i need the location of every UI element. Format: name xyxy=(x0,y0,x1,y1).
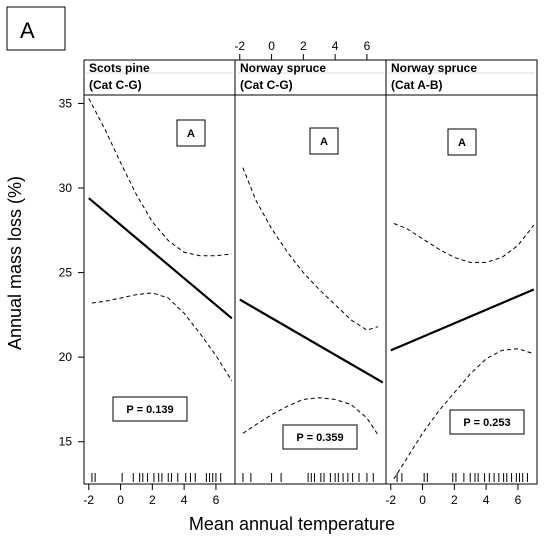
x-tick-label: 0 xyxy=(117,493,124,507)
x-tick-label: 0 xyxy=(419,493,426,507)
lower-confidence-line xyxy=(393,348,534,480)
x-axis-title: Mean annual temperature xyxy=(189,514,395,534)
x-tick-label: 6 xyxy=(515,493,522,507)
x-tick-label: 2 xyxy=(451,493,458,507)
y-tick-label: 25 xyxy=(59,266,73,280)
x-tick-label: 4 xyxy=(181,493,188,507)
x-tick-label: 4 xyxy=(332,39,339,53)
x-tick-label: -2 xyxy=(385,493,396,507)
lower-confidence-line xyxy=(91,292,233,382)
panel-plot-frame xyxy=(385,94,538,485)
p-value-box xyxy=(282,424,358,450)
lower-confidence-line xyxy=(242,397,379,436)
y-tick-label: 35 xyxy=(59,96,73,110)
group-label: A xyxy=(187,128,195,140)
fitted-line xyxy=(239,298,384,384)
x-tick-label: 6 xyxy=(364,39,371,53)
upper-confidence-line xyxy=(242,167,379,331)
panel-3: Norway spruce (Cat A-B) A P = 0.253 -2 0 2 4 6 xyxy=(385,59,538,507)
x-tick-label: 2 xyxy=(149,493,156,507)
panel-1: Scots pine (Cat C-G) A P = 0.139 -2 0 2 4 6 xyxy=(83,59,236,507)
figure-label: A xyxy=(6,6,66,51)
x-tick-label: 4 xyxy=(483,493,490,507)
p-value-box xyxy=(112,396,188,422)
group-label-box xyxy=(447,128,477,156)
p-value-label: P = 0.139 xyxy=(126,404,173,416)
p-value-label: P = 0.253 xyxy=(463,417,510,429)
figure-label-text: A xyxy=(20,18,35,43)
y-tick-label: 20 xyxy=(59,350,73,364)
x-tick-label: -2 xyxy=(83,493,94,507)
x-tick-label: 0 xyxy=(268,39,275,53)
x-tick-label: 6 xyxy=(213,493,220,507)
y-axis-title: Annual mass loss (%) xyxy=(5,176,25,350)
p-value-label: P = 0.359 xyxy=(296,432,343,444)
panel-header xyxy=(83,59,236,96)
x-tick-label: -2 xyxy=(234,39,245,53)
panel-title-line1: Norway spruce xyxy=(240,61,326,75)
fitted-line xyxy=(88,197,233,320)
panel-title-line1: Norway spruce xyxy=(391,61,477,75)
upper-confidence-line xyxy=(393,223,535,263)
group-label: A xyxy=(458,137,466,149)
panel-header xyxy=(234,59,387,96)
y-tick-label: 30 xyxy=(59,181,73,195)
fitted-line xyxy=(390,288,535,352)
panel-plot-frame xyxy=(83,94,236,485)
panel-title-line2: (Cat C-G) xyxy=(240,78,293,92)
group-label-box xyxy=(176,119,206,147)
p-value-box xyxy=(449,409,525,435)
upper-confidence-line xyxy=(88,98,232,257)
panels-group: Scots pine(Cat C-G)AP = 0.139-2 0 2 4 6Norwa… xyxy=(59,39,538,507)
y-tick-label: 15 xyxy=(59,435,73,449)
x-tick-label: 2 xyxy=(300,39,307,53)
panel-2: Norway spruce (Cat C-G) A P = 0.359 -2 0 2 4 6 xyxy=(234,39,387,485)
group-label-box xyxy=(309,127,339,155)
group-label: A xyxy=(320,136,328,148)
panel-title-line2: (Cat A-B) xyxy=(391,78,443,92)
panel-title-line1: Scots pine xyxy=(89,61,150,75)
panel-title-line2: (Cat C-G) xyxy=(89,78,142,92)
